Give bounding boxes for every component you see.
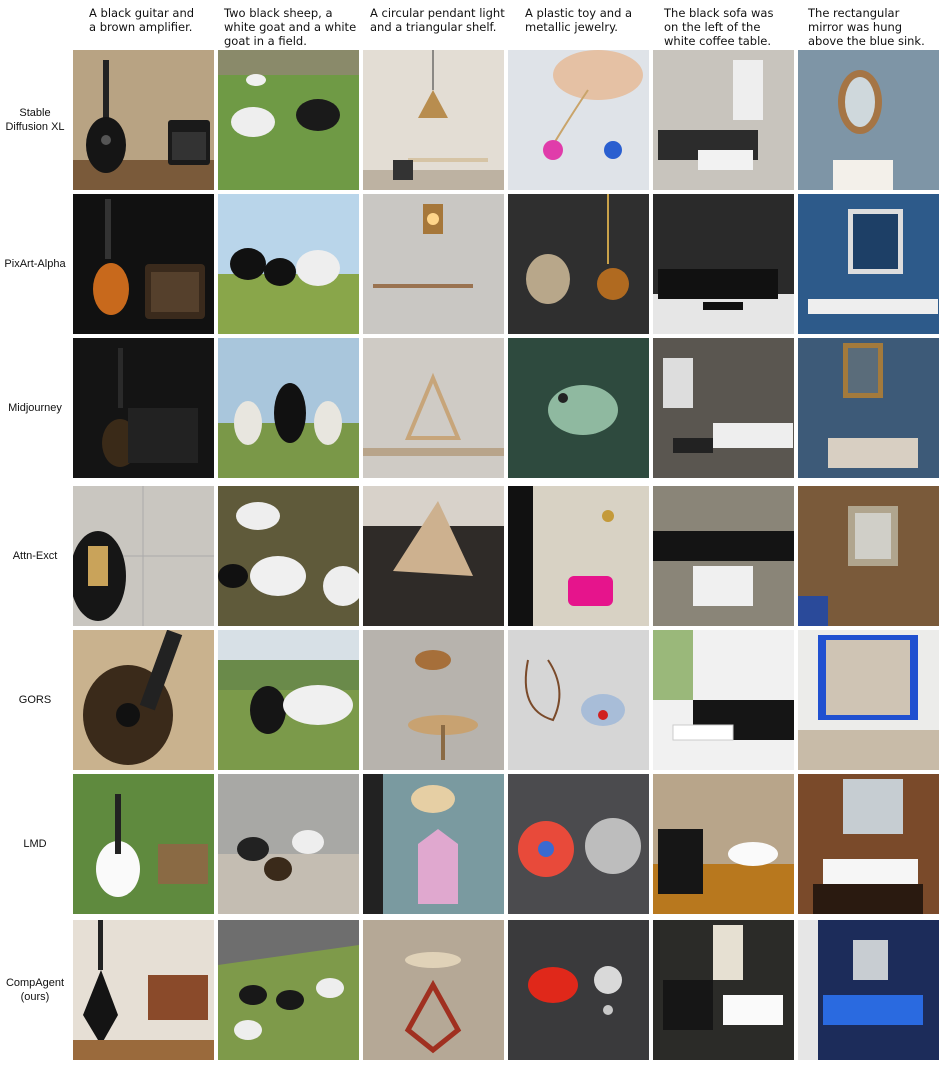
method-label-gors: GORS — [18, 694, 52, 706]
image-gors-sofa — [653, 630, 794, 770]
image-midjourney-toy — [508, 338, 649, 478]
method-label-midjourney: Midjourney — [8, 402, 62, 414]
image-sdxl-pendant — [363, 50, 504, 190]
image-attn-exct-sofa — [653, 486, 794, 626]
image-lmd-sofa — [653, 774, 794, 914]
prompt-toy-jewelry: A plastic toy and a metallic jewelry. — [525, 6, 633, 34]
image-pixart-toy — [508, 194, 649, 334]
image-attn-exct-sheep — [218, 486, 359, 626]
image-sdxl-toy — [508, 50, 649, 190]
image-gors-sheep — [218, 630, 359, 770]
method-label-lmd: LMD — [23, 838, 47, 850]
image-pixart-guitar — [73, 194, 214, 334]
image-midjourney-mirror — [798, 338, 939, 478]
image-pixart-sofa — [653, 194, 794, 334]
prompt-sofa-table: The black sofa was on the left of the wh… — [664, 6, 774, 48]
image-compagent-toy — [508, 920, 649, 1060]
image-pixart-mirror — [798, 194, 939, 334]
image-attn-exct-pendant — [363, 486, 504, 626]
image-attn-exct-mirror — [798, 486, 939, 626]
image-midjourney-sheep — [218, 338, 359, 478]
prompt-mirror-sink: The rectangular mirror was hung above th… — [808, 6, 925, 48]
image-compagent-pendant — [363, 920, 504, 1060]
image-compagent-mirror — [798, 920, 939, 1060]
image-gors-toy — [508, 630, 649, 770]
prompt-pendant-shelf: A circular pendant light and a triangula… — [370, 6, 505, 34]
image-midjourney-guitar — [73, 338, 214, 478]
image-sdxl-sheep — [218, 50, 359, 190]
method-label-sdxl: Stable Diffusion XL — [5, 107, 65, 133]
image-lmd-pendant — [363, 774, 504, 914]
image-pixart-pendant — [363, 194, 504, 334]
image-lmd-mirror — [798, 774, 939, 914]
image-attn-exct-guitar — [73, 486, 214, 626]
prompt-sheep-goats: Two black sheep, a white goat and a whit… — [224, 6, 357, 48]
image-compagent-sofa — [653, 920, 794, 1060]
image-attn-exct-toy — [508, 486, 649, 626]
image-pixart-sheep — [218, 194, 359, 334]
image-compagent-sheep — [218, 920, 359, 1060]
image-lmd-toy — [508, 774, 649, 914]
image-midjourney-pendant — [363, 338, 504, 478]
image-midjourney-sofa — [653, 338, 794, 478]
image-gors-mirror — [798, 630, 939, 770]
prompt-guitar-amplifier: A black guitar and a brown amplifier. — [89, 6, 195, 34]
image-compagent-guitar — [73, 920, 214, 1060]
image-lmd-sheep — [218, 774, 359, 914]
method-label-pixart: PixArt-Alpha — [4, 258, 66, 270]
method-label-attn-exct: Attn-Exct — [12, 550, 58, 562]
image-sdxl-sofa — [653, 50, 794, 190]
image-gors-pendant — [363, 630, 504, 770]
image-lmd-guitar — [73, 774, 214, 914]
image-sdxl-mirror — [798, 50, 939, 190]
method-label-compagent: CompAgent (ours) — [5, 977, 65, 1003]
image-sdxl-guitar — [73, 50, 214, 190]
image-gors-guitar — [73, 630, 214, 770]
